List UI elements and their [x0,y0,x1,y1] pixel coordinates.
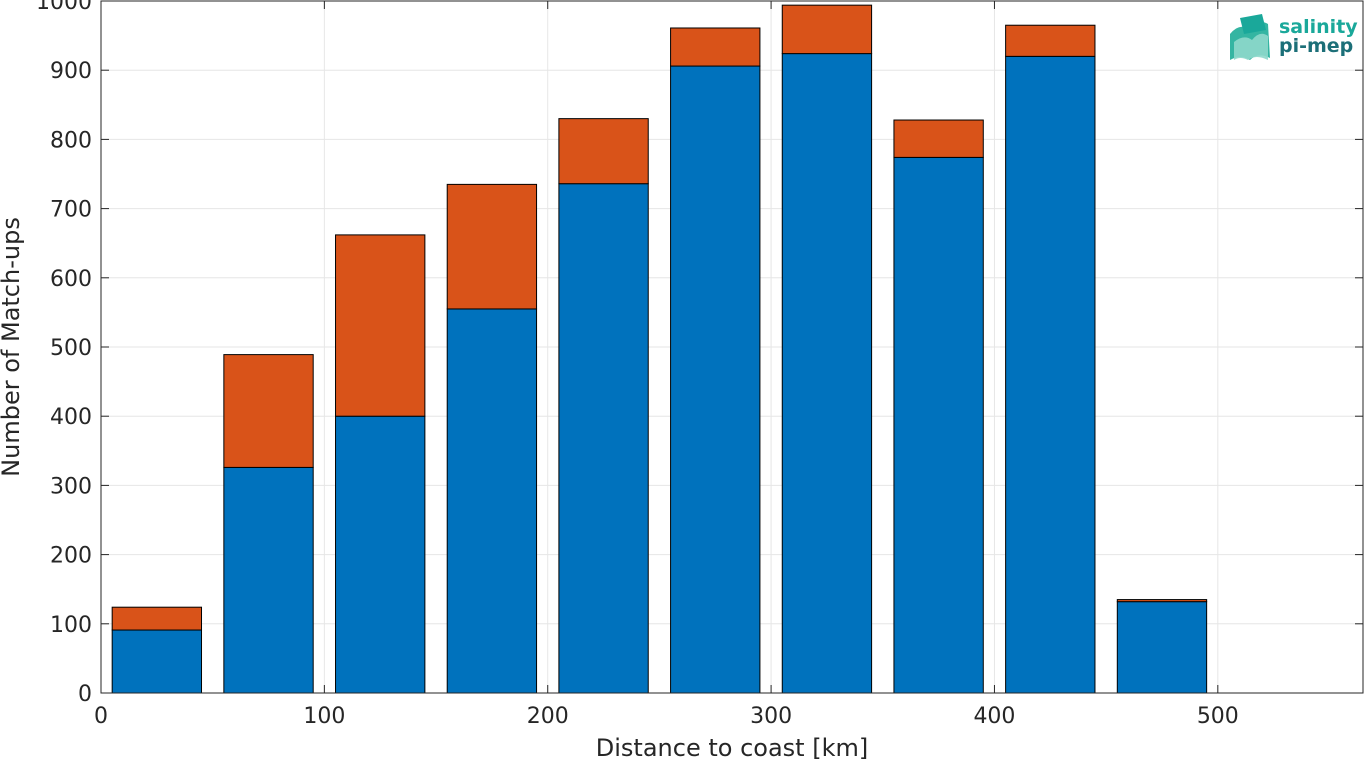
y-tick-label: 300 [50,474,92,499]
bar-segment-1 [781,53,873,694]
bars [111,4,1319,694]
x-tick-label: 400 [973,704,1015,729]
y-axis-ticks: 0 100 200 300 400 500 600 700 800 900 1000 [36,0,1363,707]
bar-segment-1 [335,415,426,694]
salinity-pi-mep-logo: salinity pi-mep [1230,14,1358,60]
bar-segment-1 [558,183,649,694]
bar-segment-2 [223,354,314,468]
bar-segment-2 [781,4,873,55]
x-tick-label: 0 [94,704,108,729]
x-tick-label: 100 [303,704,345,729]
bar-segment-2 [335,234,426,417]
bar-segment-2 [670,27,761,67]
x-tick-label: 500 [1197,704,1239,729]
logo-line1: salinity [1279,16,1358,38]
y-tick-label: 800 [50,128,92,153]
x-axis-ticks: 0 100 200 300 400 500 [94,1,1239,729]
y-tick-label: 200 [50,544,92,569]
bar-segment-2 [1116,599,1208,603]
y-axis-label: Number of Match-ups [0,217,25,477]
bar-segment-1 [670,65,761,694]
bar-segment-2 [111,606,203,631]
y-tick-label: 1000 [36,0,92,15]
x-tick-label: 200 [527,704,569,729]
x-axis-label: Distance to coast [km] [596,734,868,761]
bar-segment-2 [558,118,649,185]
bar-segment-2 [1005,24,1096,57]
y-tick-label: 0 [78,682,92,707]
y-tick-label: 700 [50,198,92,223]
logo-line2: pi-mep [1279,35,1353,57]
bar-segment-2 [893,119,984,158]
bar-segment-1 [111,629,203,694]
bar-segment-1 [1116,601,1208,694]
bar-segment-1 [1005,55,1096,694]
y-tick-label: 600 [50,267,92,292]
y-tick-label: 900 [50,59,92,84]
y-tick-label: 500 [50,336,92,361]
y-tick-label: 100 [50,613,92,638]
waves-icon [1230,14,1270,60]
bar-segment-2 [446,183,538,310]
bar-segment-1 [446,308,538,694]
x-tick-label: 300 [750,704,792,729]
bar-segment-1 [893,156,984,694]
bar-segment-1 [223,466,314,694]
y-tick-label: 400 [50,405,92,430]
